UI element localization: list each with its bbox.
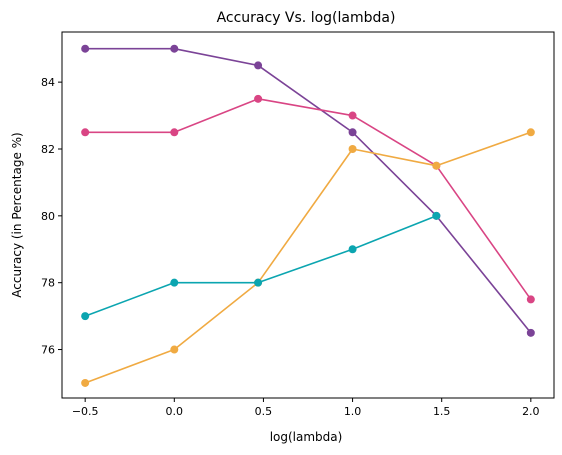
plot-area <box>62 32 554 398</box>
series-1 <box>81 44 535 337</box>
series-3 <box>81 128 535 387</box>
data-point <box>348 128 357 137</box>
x-axis: −0.5 0.0 0.5 1.0 1.5 2.0 <box>72 398 540 418</box>
data-point <box>170 44 179 53</box>
data-point <box>526 128 535 137</box>
data-point <box>526 295 535 304</box>
series-line <box>84 131 532 384</box>
x-tick-label: 1.0 <box>344 405 362 418</box>
x-tick-label: −0.5 <box>72 405 99 418</box>
series-line <box>85 47 532 334</box>
y-tick-label: 82 <box>41 143 55 156</box>
plot-frame <box>61 31 555 399</box>
data-point <box>348 144 357 153</box>
series-layer <box>81 44 535 387</box>
y-tick-label: 76 <box>41 344 55 357</box>
data-point <box>348 245 357 254</box>
data-point <box>81 312 90 321</box>
series-2 <box>81 94 535 304</box>
chart-title: Accuracy Vs. log(lambda) <box>217 10 396 26</box>
data-point <box>432 161 441 170</box>
y-axis: 76 78 80 82 84 <box>41 76 62 357</box>
x-tick-label: 1.5 <box>433 405 451 418</box>
x-tick-label: 2.0 <box>522 405 540 418</box>
data-point <box>170 345 179 354</box>
data-point <box>254 94 263 103</box>
x-tick-label: 0.5 <box>255 405 273 418</box>
y-tick-label: 84 <box>41 76 55 89</box>
y-axis-title: Accuracy (in Percentage %) <box>10 132 24 297</box>
data-point <box>432 211 441 220</box>
series-line <box>85 98 532 300</box>
data-point <box>170 278 179 287</box>
y-tick-label: 78 <box>41 277 55 290</box>
data-point <box>526 328 535 337</box>
series-4 <box>81 211 441 321</box>
y-tick-label: 80 <box>41 210 55 223</box>
data-point <box>254 278 263 287</box>
data-point <box>81 44 90 53</box>
data-point <box>348 111 357 120</box>
data-point <box>81 128 90 137</box>
x-tick-label: 0.0 <box>166 405 184 418</box>
x-axis-title: log(lambda) <box>270 430 343 444</box>
data-point <box>81 378 90 387</box>
data-point <box>254 61 263 70</box>
data-point <box>170 128 179 137</box>
